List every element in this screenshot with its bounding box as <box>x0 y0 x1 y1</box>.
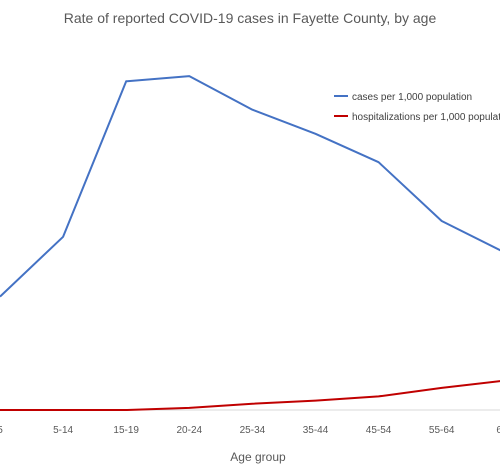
x-tick-label: 25-34 <box>240 425 266 436</box>
legend-label-cases: cases per 1,000 population <box>352 92 472 103</box>
x-tick-labels: 5 5-14 15-19 20-24 25-34 35-44 45-54 55-64 65+ <box>0 425 500 436</box>
x-tick-label: 5 <box>0 425 3 436</box>
series-line-1 <box>0 380 500 411</box>
series-layer <box>0 75 500 411</box>
x-tick-label: 65+ <box>496 425 500 436</box>
legend-label-hospitalizations: hospitalizations per 1,000 population <box>352 112 500 123</box>
chart-title: Rate of reported COVID-19 cases in Fayet… <box>63 10 437 26</box>
x-tick-label: 5-14 <box>53 425 73 436</box>
legend: cases per 1,000 population hospitalizati… <box>334 92 500 123</box>
x-axis-title: Age group <box>230 450 286 464</box>
series-line-0 <box>0 75 500 298</box>
x-tick-label: 20-24 <box>177 425 203 436</box>
x-tick-label: 15-19 <box>113 425 139 436</box>
x-tick-label: 55-64 <box>429 425 455 436</box>
x-tick-label: 45-54 <box>366 425 392 436</box>
x-tick-label: 35-44 <box>303 425 329 436</box>
